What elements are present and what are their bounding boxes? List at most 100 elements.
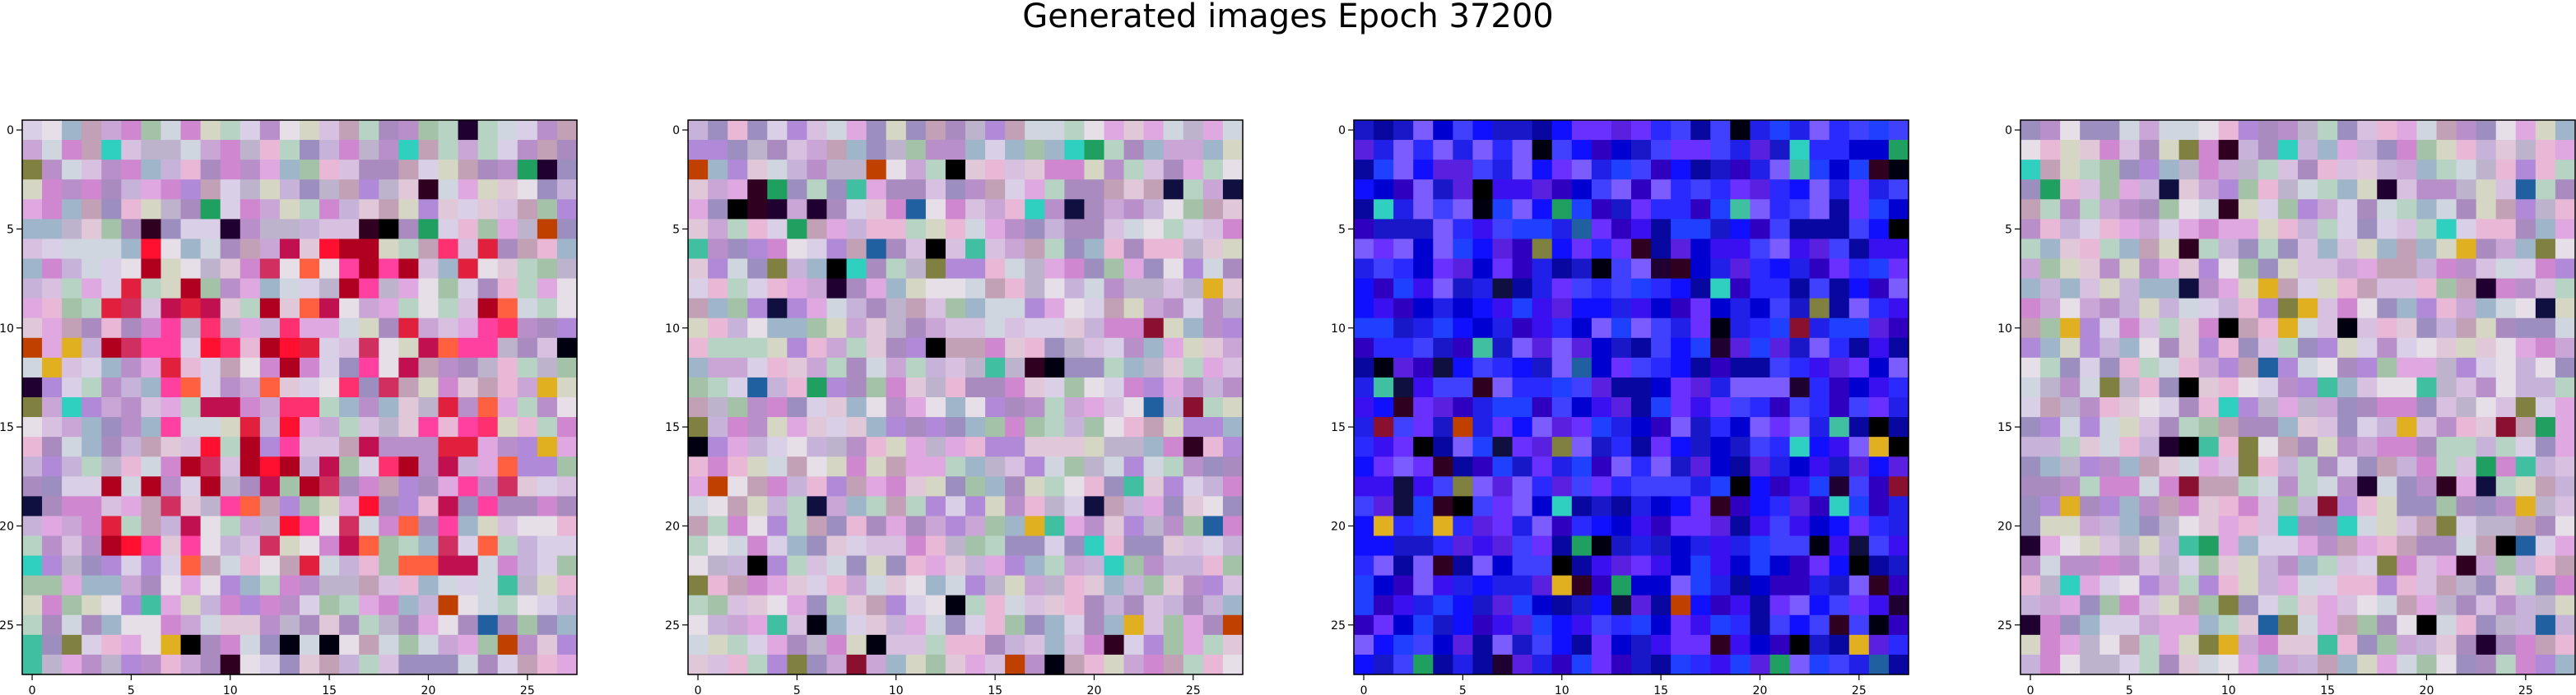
pixel-cell <box>1393 655 1414 675</box>
pixel-cell <box>2080 179 2100 200</box>
pixel-cell <box>1164 239 1184 259</box>
pixel-cell <box>62 437 82 457</box>
x-tick-label: 25 <box>2518 684 2533 695</box>
pixel-cell <box>478 120 499 141</box>
pixel-cell <box>181 456 202 477</box>
pixel-cell <box>1532 595 1553 616</box>
pixel-cell <box>161 437 182 457</box>
pixel-cell <box>557 378 578 398</box>
pixel-cell <box>2476 397 2497 418</box>
pixel-cell <box>2318 576 2338 596</box>
pixel-cell <box>985 378 1006 398</box>
pixel-cell <box>101 417 122 438</box>
pixel-cell <box>42 378 63 398</box>
pixel-cell <box>1810 655 1830 675</box>
pixel-cell <box>1730 378 1751 398</box>
pixel-cell <box>886 219 907 239</box>
pixel-cell <box>1869 417 1890 438</box>
pixel-cell <box>2357 397 2378 418</box>
pixel-cell <box>747 120 768 141</box>
pixel-cell <box>728 199 748 220</box>
pixel-cell <box>1552 615 1573 636</box>
pixel-cell <box>121 378 142 398</box>
pixel-cell <box>965 299 986 319</box>
pixel-cell <box>1164 120 1184 141</box>
pixel-cell <box>537 279 558 299</box>
pixel-cell <box>708 299 728 319</box>
pixel-cell <box>2278 417 2299 438</box>
pixel-cell <box>2476 595 2497 616</box>
pixel-cell <box>398 556 419 577</box>
pixel-cell <box>42 556 63 577</box>
pixel-cell <box>2357 279 2378 299</box>
pixel-cell <box>101 655 122 675</box>
pixel-cell <box>2298 358 2318 378</box>
pixel-cell <box>728 417 748 438</box>
pixel-cell <box>2397 318 2417 339</box>
pixel-cell <box>1690 239 1711 259</box>
pixel-cell <box>379 179 399 200</box>
pixel-cell <box>1025 120 1045 141</box>
pixel-cell <box>1044 358 1065 378</box>
pixel-cell <box>2160 595 2180 616</box>
pixel-cell <box>1750 576 1770 596</box>
pixel-cell <box>1354 378 1374 398</box>
pixel-cell <box>1354 199 1374 220</box>
pixel-cell <box>498 397 518 418</box>
pixel-cell <box>2437 219 2457 239</box>
pixel-cell <box>2199 496 2220 517</box>
pixel-cell <box>2040 338 2061 359</box>
pixel-cell <box>2040 358 2061 378</box>
pixel-cell <box>398 239 419 259</box>
pixel-cell <box>2219 496 2239 517</box>
pixel-cell <box>2199 120 2220 141</box>
pixel-cell <box>1690 516 1711 536</box>
pixel-cell <box>1025 595 1045 616</box>
pixel-cell <box>2397 595 2417 616</box>
pixel-cell <box>2179 536 2200 557</box>
x-tick-label: 20 <box>2420 684 2434 695</box>
pixel-cell <box>339 635 360 656</box>
pixel-cell <box>2516 318 2536 339</box>
pixel-cell <box>985 219 1006 239</box>
pixel-cell <box>240 496 261 517</box>
pixel-cell <box>926 496 946 517</box>
pixel-cell <box>807 140 827 160</box>
pixel-cell <box>827 318 848 339</box>
pixel-cell <box>1183 417 1204 438</box>
pixel-cell <box>827 279 848 299</box>
pixel-cell <box>42 259 63 280</box>
pixel-cell <box>965 496 986 517</box>
pixel-cell <box>1671 140 1691 160</box>
pixel-cell <box>2397 219 2417 239</box>
pixel-cell <box>926 239 946 259</box>
pixel-cell <box>1592 576 1612 596</box>
pixel-cell <box>1203 378 1224 398</box>
pixel-cell <box>1084 279 1104 299</box>
pixel-cell <box>2219 239 2239 259</box>
pixel-cell <box>2278 397 2299 418</box>
pixel-cell <box>1592 299 1612 319</box>
pixel-cell <box>1124 476 1145 497</box>
pixel-cell <box>300 179 320 200</box>
pixel-cell <box>1493 378 1514 398</box>
pixel-cell <box>2318 299 2338 319</box>
pixel-cell <box>201 576 221 596</box>
pixel-cell <box>1203 160 1224 180</box>
pixel-cell <box>22 140 43 160</box>
pixel-cell <box>1572 655 1593 675</box>
pixel-cell <box>2239 279 2259 299</box>
pixel-cell <box>478 279 499 299</box>
pixel-cell <box>359 635 379 656</box>
pixel-cell <box>2258 279 2279 299</box>
pixel-cell <box>886 516 907 536</box>
pixel-cell <box>2416 635 2437 656</box>
pixel-cell <box>1164 635 1184 656</box>
pixel-cell <box>398 456 419 477</box>
pixel-cell <box>2457 595 2477 616</box>
pixel-cell <box>2060 456 2081 477</box>
pixel-cell <box>2397 536 2417 557</box>
pixel-cell <box>767 358 788 378</box>
pixel-cell <box>1124 456 1145 477</box>
pixel-cell <box>787 120 807 141</box>
